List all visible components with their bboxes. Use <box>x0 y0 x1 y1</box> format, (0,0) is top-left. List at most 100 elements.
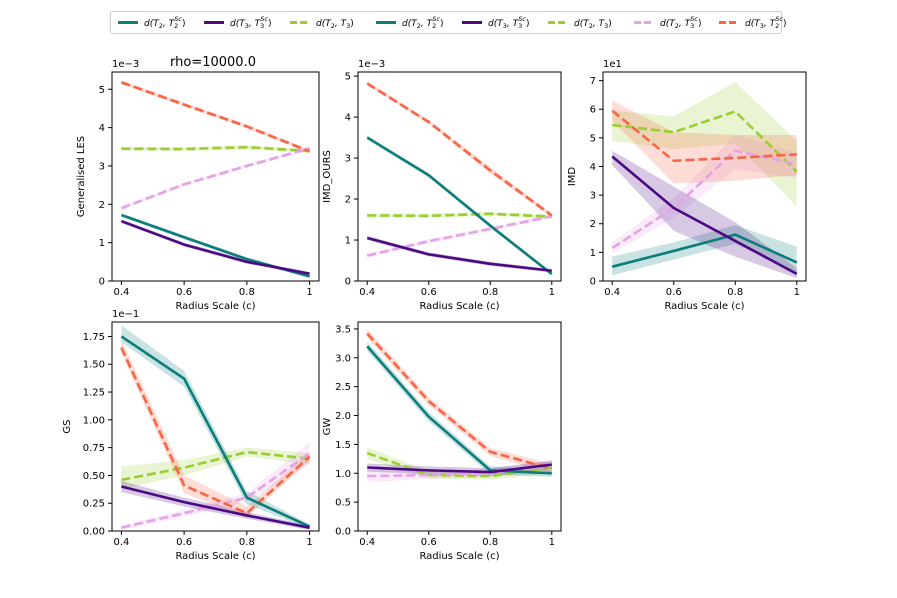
legend-label-part: , T <box>507 19 520 29</box>
y-tick-label: 0.0 <box>335 527 351 538</box>
confidence-band <box>121 339 310 518</box>
series-line <box>366 332 553 470</box>
legend-label-part: d(T <box>660 19 676 29</box>
y-axis-label: Generalised LES <box>76 136 87 217</box>
x-tick-label: 0.4 <box>359 537 375 548</box>
y-tick-label: 4 <box>99 123 105 134</box>
series-line <box>366 82 553 217</box>
x-tick-label: 0.8 <box>727 287 743 298</box>
y-tick-label: 1 <box>99 238 105 249</box>
axes-frame <box>602 71 807 282</box>
subplot: 0.4 0.6 0.8 1 0 1 2 3 4 5 Radius Scale (c) Generali… <box>76 59 320 312</box>
y-offset-label: 1e1 <box>603 59 622 70</box>
legend-label-part: d(T <box>230 19 246 29</box>
y-tick-label: 1 <box>590 248 596 259</box>
axes-frame <box>357 71 562 282</box>
legend-label-part: ) <box>698 19 702 29</box>
legend-entry: d(T3, T2Sc) <box>719 15 786 30</box>
y-tick-label: 4 <box>345 113 351 124</box>
x-tick-label: 1 <box>794 287 800 298</box>
legend-label-part: Sc <box>432 15 440 23</box>
confidence-band <box>121 325 310 529</box>
series-line <box>611 233 798 268</box>
legend-frame <box>110 11 782 34</box>
legend-label-part: 3 <box>760 22 764 30</box>
legend-label-part: 3 <box>245 22 249 30</box>
confidence-band <box>612 100 797 184</box>
legend-label-part: , T <box>679 19 692 29</box>
subplot: 0.4 0.6 0.8 1 0 1 2 3 4 5 Radius Scale (c) IMD_OURS… <box>322 59 562 312</box>
subplot: 0.4 0.6 0.8 1 0.0 0.5 1.0 1.5 2.0 2.5 3.0 3.5 Radius… <box>322 321 562 562</box>
legend-label-part: ) <box>268 19 272 29</box>
legend-label-part: 2 <box>174 22 178 30</box>
legend-label-part: d(T <box>574 19 590 29</box>
confidence-band <box>612 225 797 276</box>
legend-entry: d(T2, T2Sc) <box>376 15 443 30</box>
legend-label-part: 2 <box>331 22 335 30</box>
legend-label-part: 3 <box>518 22 522 30</box>
legend: d(T2, T2Sc) d(T3, T3Sc) d(T2, T3) d(T2, T2S… <box>110 11 786 34</box>
legend-entry: d(T2, T3) <box>290 19 354 30</box>
y-tick-label: 5 <box>99 85 105 96</box>
y-tick-label: 5 <box>590 133 596 144</box>
x-tick-label: 0.8 <box>239 537 255 548</box>
y-tick-label: 0.50 <box>83 471 105 482</box>
legend-label-part: d(T <box>745 19 761 29</box>
legend-label-part: d(T <box>316 19 332 29</box>
legend-label-part: ) <box>350 19 354 29</box>
x-tick-label: 1 <box>306 287 312 298</box>
legend-label-part: ) <box>608 19 612 29</box>
y-tick-label: 3 <box>99 161 105 172</box>
y-tick-label: 0 <box>590 277 596 288</box>
legend-label-part: , T <box>249 19 262 29</box>
y-tick-label: 0.5 <box>335 498 351 509</box>
legend-entry: d(T3, T3Sc) <box>462 15 529 30</box>
y-tick-label: 1.50 <box>83 360 105 371</box>
x-tick-label: 0.4 <box>604 287 620 298</box>
x-axis-label: Radius Scale (c) <box>419 301 499 312</box>
x-tick-label: 0.4 <box>359 287 375 298</box>
series-line <box>367 463 552 474</box>
legend-label-part: d(T <box>144 19 160 29</box>
x-tick-label: 0.6 <box>176 537 192 548</box>
y-axis-label: IMD_OURS <box>322 150 333 203</box>
legend-entry: d(T2, T3) <box>548 19 612 30</box>
y-axis-label: IMD <box>567 167 578 187</box>
legend-label-part: 3 <box>503 22 507 30</box>
y-tick-label: 1.75 <box>83 332 105 343</box>
series-line <box>366 136 553 276</box>
subplots: 0.4 0.6 0.8 1 0 1 2 3 4 5 Radius Scale (c) Generali… <box>62 59 807 562</box>
legend-label: d(T2, T3Sc) <box>660 15 701 30</box>
x-tick-label: 0.6 <box>176 287 192 298</box>
confidence-band <box>612 134 797 254</box>
series-line <box>366 345 552 475</box>
axes-frame <box>111 71 320 282</box>
y-axis-label: GS <box>62 419 73 433</box>
y-tick-label: 2 <box>590 219 596 230</box>
confidence-band <box>612 150 797 279</box>
y-tick-label: 4 <box>590 162 596 173</box>
series-line <box>367 464 552 478</box>
y-tick-label: 3 <box>590 191 596 202</box>
y-tick-label: 1.0 <box>335 469 351 480</box>
series-line <box>121 450 310 482</box>
x-axis-label: Radius Scale (c) <box>175 301 255 312</box>
y-tick-label: 0 <box>99 277 105 288</box>
legend-label-part: , T <box>163 19 176 29</box>
legend-label: d(T2, T2Sc) <box>402 15 443 30</box>
legend-label-part: 3 <box>604 22 608 30</box>
legend-label-part: 2 <box>775 22 779 30</box>
legend-label-part: , T <box>421 19 434 29</box>
confidence-band <box>121 442 310 530</box>
confidence-band <box>367 81 552 218</box>
x-tick-label: 0.4 <box>113 537 129 548</box>
y-tick-label: 7 <box>590 76 596 87</box>
figure-title: rho=10000.0 <box>170 55 256 70</box>
series-line <box>121 485 310 529</box>
y-axis-label: GW <box>322 418 333 436</box>
y-offset-label: 1e−1 <box>112 309 139 320</box>
series-line <box>121 145 310 153</box>
y-tick-label: 2 <box>345 195 351 206</box>
legend-label-part: 2 <box>417 22 421 30</box>
